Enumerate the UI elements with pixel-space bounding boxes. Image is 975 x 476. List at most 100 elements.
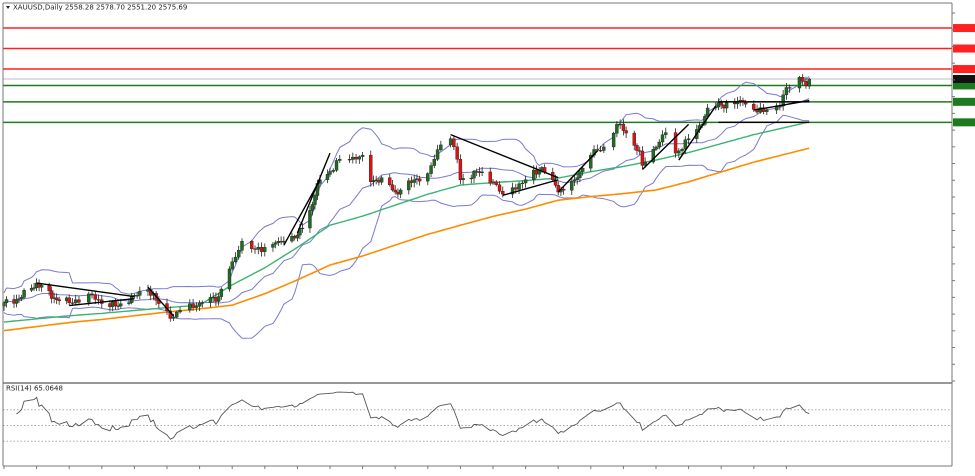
bearish-candle <box>259 247 264 252</box>
bullish-candle <box>230 261 234 270</box>
bearish-candle <box>96 299 101 301</box>
current-price-tag <box>953 75 975 84</box>
symbol-ohlc-text: XAUUSD,Daily 2558.28 2578.70 2551.20 257… <box>13 4 187 12</box>
level-price-tag <box>953 97 975 106</box>
moving-average-green <box>3 121 810 323</box>
level-price-tag <box>953 44 975 53</box>
bullish-candle <box>39 285 44 288</box>
bullish-candle <box>22 290 26 298</box>
bullish-candle <box>781 94 785 107</box>
bullish-candle <box>660 134 665 143</box>
bearish-candle <box>640 150 645 166</box>
bullish-candle <box>651 149 655 163</box>
bearish-candle <box>47 285 51 291</box>
bullish-candle <box>439 144 443 150</box>
trendline <box>147 286 175 317</box>
rsi-line <box>16 391 810 440</box>
bullish-candle <box>705 107 710 117</box>
bullish-candle <box>216 296 221 302</box>
bearish-candle <box>70 302 75 304</box>
bearish-candle <box>390 184 395 191</box>
bollinger-lower <box>3 114 810 339</box>
bearish-candle <box>67 297 71 303</box>
bullish-candle <box>263 247 267 252</box>
trendlines <box>36 99 810 317</box>
bullish-candle <box>575 177 579 180</box>
bullish-candle <box>657 141 661 148</box>
bullish-candle <box>724 102 729 109</box>
bullish-candle <box>677 150 681 154</box>
bullish-candle <box>429 165 433 174</box>
bearish-candle <box>452 138 456 148</box>
bullish-candle <box>371 180 376 182</box>
bearish-candle <box>191 303 195 308</box>
bullish-candle <box>200 302 205 304</box>
bearish-candle <box>801 77 805 82</box>
bullish-candle <box>602 146 606 151</box>
level-price-tag <box>953 81 975 90</box>
candles <box>2 73 811 322</box>
bullish-candle <box>758 107 763 113</box>
bullish-candle <box>4 299 9 303</box>
bullish-candle <box>469 177 473 180</box>
bullish-candle <box>618 123 622 126</box>
bullish-candle <box>290 236 294 242</box>
bullish-candle <box>14 299 19 304</box>
bullish-candle <box>29 287 34 291</box>
bullish-candle <box>331 170 335 172</box>
bullish-candle <box>407 180 411 191</box>
bullish-candle <box>448 138 453 146</box>
bullish-candle <box>328 171 332 175</box>
bearish-candle <box>77 299 81 303</box>
bearish-candle <box>388 177 392 185</box>
bullish-candle <box>611 132 616 148</box>
bullish-candle <box>295 234 300 239</box>
bearish-candle <box>752 103 756 110</box>
moving-average-orange <box>3 147 810 332</box>
bearish-candle <box>57 299 61 302</box>
bearish-candle <box>621 123 626 131</box>
bullish-candle <box>426 173 430 182</box>
bullish-candle <box>664 132 668 135</box>
trendline <box>296 152 331 234</box>
bearish-candle <box>787 87 792 89</box>
bullish-candle <box>398 189 403 195</box>
bollinger-upper <box>3 76 810 295</box>
bearish-candle <box>369 154 373 182</box>
trendline <box>641 123 690 170</box>
bearish-candle <box>354 156 358 160</box>
trendline <box>557 150 598 193</box>
level-price-tag <box>953 65 975 74</box>
bullish-candle <box>807 78 811 87</box>
bullish-candle <box>208 297 213 303</box>
bullish-candle <box>308 210 312 229</box>
bullish-candle <box>74 299 78 304</box>
bullish-candle <box>643 161 647 166</box>
bullish-candle <box>472 171 476 179</box>
bullish-candle <box>570 180 574 191</box>
bullish-candle <box>520 182 525 185</box>
level-price-tag <box>953 118 975 127</box>
bullish-candle <box>351 156 355 160</box>
bearish-candle <box>347 159 352 161</box>
collapse-triangle-icon[interactable] <box>6 6 10 9</box>
bullish-candle <box>765 109 769 112</box>
bearish-candle <box>49 290 54 299</box>
bullish-candle <box>517 183 521 190</box>
trendline <box>283 179 321 246</box>
trendline <box>753 99 810 111</box>
bearish-candle <box>90 293 94 295</box>
bullish-candle <box>572 179 577 182</box>
bullish-candle <box>227 268 232 290</box>
bearish-candle <box>54 297 59 300</box>
bullish-candle <box>175 311 179 318</box>
indicators <box>3 76 810 339</box>
bullish-candle <box>432 159 437 166</box>
bearish-candle <box>497 184 502 192</box>
bearish-candle <box>250 241 254 249</box>
trendline <box>69 297 135 307</box>
bullish-candle <box>313 195 317 205</box>
bearish-candle <box>93 294 97 300</box>
bullish-candle <box>338 159 342 161</box>
